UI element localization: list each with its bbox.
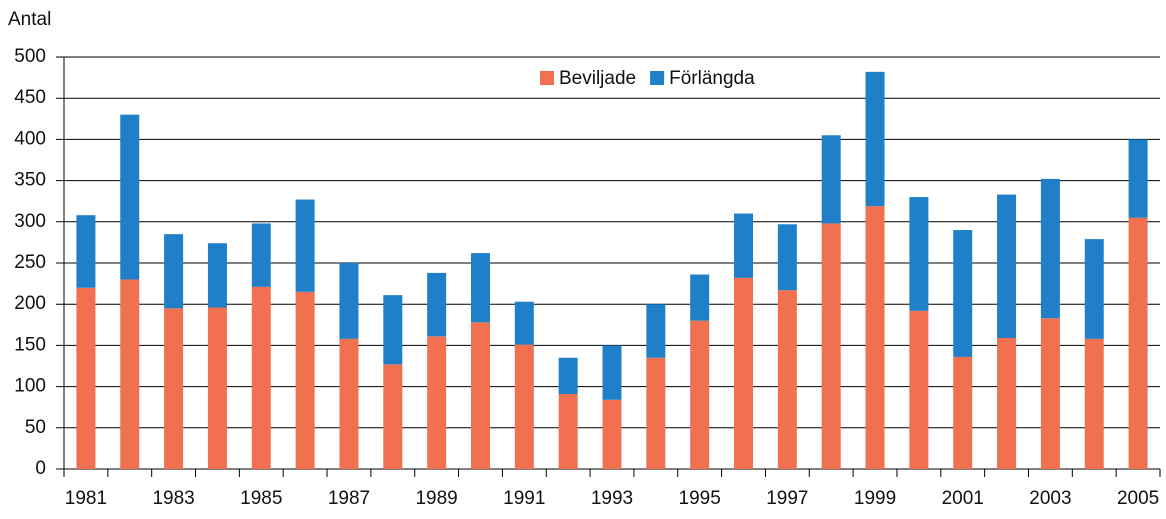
bar-segment bbox=[76, 287, 96, 469]
y-tick-label: 200 bbox=[14, 293, 46, 314]
x-tick-label: 2001 bbox=[942, 488, 984, 509]
y-tick-label: 100 bbox=[14, 376, 46, 397]
y-tick-label: 450 bbox=[14, 87, 46, 108]
y-tick-label: 350 bbox=[14, 170, 46, 191]
bar-segment bbox=[207, 307, 227, 469]
bar-segment bbox=[734, 213, 754, 278]
bar-segment bbox=[953, 230, 973, 357]
bar-segment bbox=[383, 364, 403, 469]
bar-segment bbox=[164, 234, 184, 309]
x-tick-label: 2003 bbox=[1029, 488, 1071, 509]
bar-segment bbox=[514, 301, 534, 345]
bar-segment bbox=[821, 135, 841, 224]
bar-segment bbox=[427, 272, 447, 337]
bar-segment bbox=[909, 197, 929, 311]
bar-segment bbox=[427, 336, 447, 469]
bar-segment bbox=[295, 291, 315, 469]
y-tick-label: 50 bbox=[25, 417, 46, 438]
bar-segment bbox=[690, 320, 710, 469]
x-tick-label: 1981 bbox=[65, 488, 107, 509]
bar-segment bbox=[558, 394, 578, 469]
legend-label: Förlängda bbox=[669, 68, 755, 89]
bar-segment bbox=[207, 243, 227, 308]
bar-segment bbox=[120, 279, 140, 469]
bar-segment bbox=[1128, 139, 1148, 218]
y-tick-label: 300 bbox=[14, 211, 46, 232]
bar-segment bbox=[646, 357, 666, 469]
y-tick-label: 500 bbox=[14, 46, 46, 67]
bar-segment bbox=[909, 310, 929, 469]
bar-segment bbox=[646, 304, 666, 358]
bar-segment bbox=[164, 308, 184, 469]
bar-segment bbox=[514, 344, 534, 469]
bar-segment bbox=[383, 295, 403, 365]
bar-segment bbox=[821, 223, 841, 469]
y-tick-label: 400 bbox=[14, 128, 46, 149]
bar-segment bbox=[470, 322, 490, 469]
bar-segment bbox=[997, 337, 1017, 469]
x-tick-label: 2005 bbox=[1117, 488, 1159, 509]
bar-segment bbox=[339, 338, 359, 469]
bar-segment bbox=[777, 224, 797, 291]
bar-segment bbox=[734, 277, 754, 469]
y-tick-label: 150 bbox=[14, 334, 46, 355]
x-tick-label: 1991 bbox=[503, 488, 545, 509]
bar-segment bbox=[602, 345, 622, 400]
bar-segment bbox=[997, 194, 1017, 338]
bar-segment bbox=[1084, 338, 1104, 469]
bar-segment bbox=[558, 357, 578, 395]
bar-segment bbox=[76, 215, 96, 288]
y-axis-label: Antal bbox=[8, 9, 51, 30]
bar-segment bbox=[251, 286, 271, 469]
x-tick-label: 1989 bbox=[415, 488, 457, 509]
bar-segment bbox=[690, 274, 710, 321]
bar-segment bbox=[865, 206, 885, 470]
x-tick-label: 1985 bbox=[240, 488, 282, 509]
legend-swatch bbox=[540, 71, 554, 85]
bar-segment bbox=[295, 199, 315, 292]
bar-segment bbox=[1128, 217, 1148, 469]
x-tick-label: 1995 bbox=[679, 488, 721, 509]
x-tick-label: 1983 bbox=[152, 488, 194, 509]
x-tick-label: 1987 bbox=[328, 488, 370, 509]
bar-segment bbox=[339, 263, 359, 339]
bar-segment bbox=[777, 290, 797, 469]
bar-segment bbox=[1040, 178, 1060, 319]
bar-segment bbox=[120, 114, 140, 280]
bar-segment bbox=[865, 71, 885, 207]
legend-swatch bbox=[650, 71, 665, 85]
legend-label: Beviljade bbox=[559, 68, 636, 89]
y-tick-label: 0 bbox=[35, 458, 46, 479]
y-tick-label: 250 bbox=[14, 252, 46, 273]
bar-segment bbox=[251, 223, 271, 287]
x-tick-label: 1993 bbox=[591, 488, 633, 509]
bar-segment bbox=[1040, 318, 1060, 469]
x-tick-label: 1999 bbox=[854, 488, 896, 509]
x-tick-label: 1997 bbox=[766, 488, 808, 509]
bar-segment bbox=[470, 253, 490, 323]
bar-segment bbox=[1084, 239, 1104, 339]
bar-segment bbox=[602, 399, 622, 469]
bar-segment bbox=[953, 356, 973, 469]
